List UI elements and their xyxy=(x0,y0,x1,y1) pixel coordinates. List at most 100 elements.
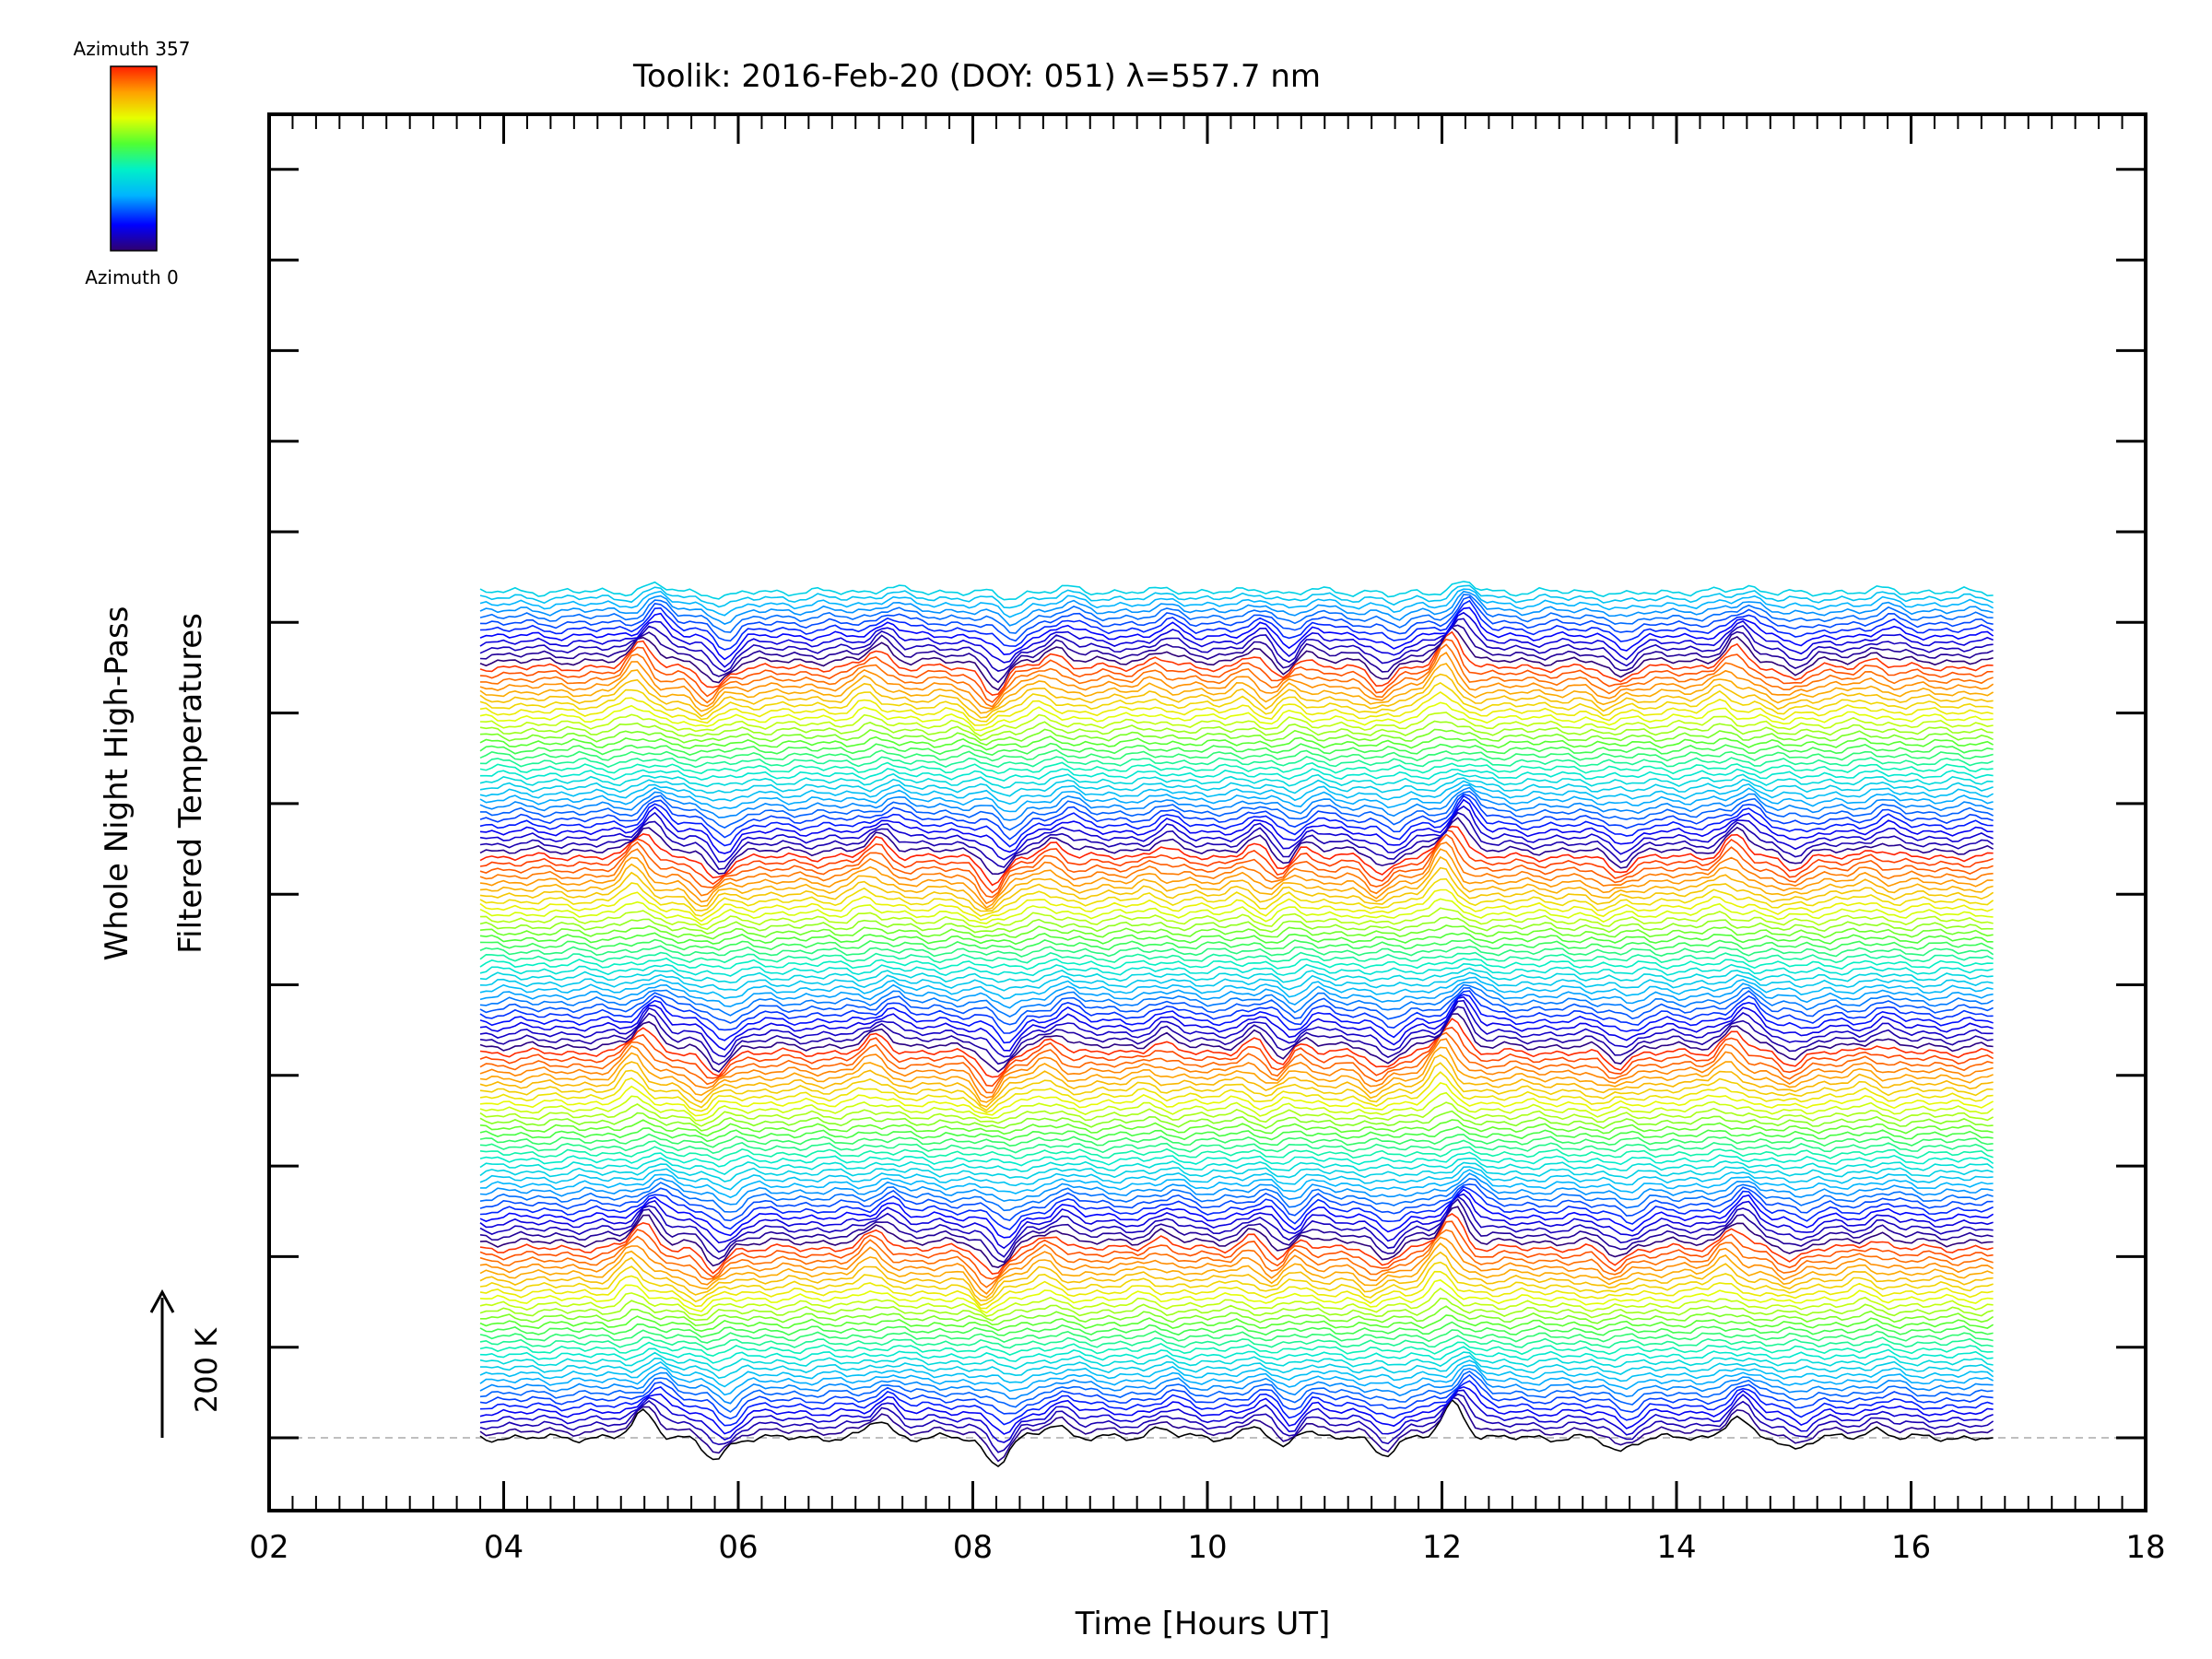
series-line xyxy=(479,1091,1994,1122)
series-line xyxy=(479,1197,1994,1264)
series-line xyxy=(479,594,1994,634)
colorbar-gradient xyxy=(110,65,158,252)
series-line xyxy=(479,1185,1994,1231)
series-line xyxy=(479,1146,1994,1161)
series-line xyxy=(479,630,1994,697)
x-axis-label: Time [Hours UT] xyxy=(1075,1606,1331,1642)
series-line xyxy=(479,1038,1994,1099)
series-line xyxy=(479,1031,1994,1094)
series-line xyxy=(479,1157,1994,1176)
series-line xyxy=(479,595,1994,642)
series-line xyxy=(479,584,1994,609)
series-line xyxy=(479,1321,1994,1338)
series-line xyxy=(479,1373,1994,1420)
series-line xyxy=(479,1278,1994,1314)
series-line xyxy=(479,611,1994,668)
series-line xyxy=(479,1062,1994,1112)
series-line xyxy=(479,825,1994,887)
series-line xyxy=(479,995,1994,1052)
series-line xyxy=(479,663,1994,714)
series-line xyxy=(479,1385,1994,1435)
series-line xyxy=(479,841,1994,905)
x-tick-label: 14 xyxy=(1656,1529,1696,1566)
series-line xyxy=(479,756,1994,769)
series-line xyxy=(479,898,1994,926)
series-line xyxy=(479,1166,1994,1191)
series-line xyxy=(479,1335,1994,1351)
x-tick-label: 18 xyxy=(2125,1529,2165,1566)
series-line xyxy=(479,599,1994,651)
series-line xyxy=(479,1359,1994,1388)
series-line xyxy=(479,780,1994,806)
series-line xyxy=(479,829,1994,894)
series-line xyxy=(479,701,1994,732)
scale-bar-label: 200 K xyxy=(189,1327,224,1413)
series-line xyxy=(479,1161,1994,1182)
series-line xyxy=(480,790,1994,831)
series-line xyxy=(479,1368,1994,1405)
series-line xyxy=(479,798,1994,854)
series-line xyxy=(479,581,1994,601)
series-line xyxy=(479,1133,1994,1148)
y-axis-label-line-1: Whole Night High-Pass xyxy=(99,606,135,961)
series-line xyxy=(479,945,1994,958)
series-group xyxy=(479,581,1994,1467)
series-line xyxy=(479,783,1994,813)
series-line xyxy=(479,772,1994,789)
series-line xyxy=(479,728,1994,747)
colorbar-bottom-label: Azimuth 0 xyxy=(85,266,179,288)
series-line xyxy=(479,1380,1994,1427)
series-line xyxy=(479,958,1994,971)
series-line xyxy=(479,1026,1994,1088)
series-line xyxy=(479,1287,1994,1317)
series-line xyxy=(479,1139,1994,1155)
series-line xyxy=(479,888,1994,923)
chart-title: Toolik: 2016-Feb-20 (DOY: 051) λ=557.7 n… xyxy=(632,58,1321,95)
y-axis-label-line-2: Filtered Temperatures xyxy=(172,613,209,954)
series-line xyxy=(479,805,1994,863)
series-line xyxy=(479,626,1994,691)
series-line xyxy=(479,1270,1994,1310)
series-line xyxy=(479,1013,1994,1074)
colorbar-top-label: Azimuth 357 xyxy=(74,38,191,60)
series-line xyxy=(479,916,1994,935)
series-line xyxy=(479,976,1994,1000)
series-line xyxy=(480,643,1994,708)
scale-bar: 200 K xyxy=(149,1288,224,1438)
series-line xyxy=(479,590,1994,627)
series-line xyxy=(480,1169,1994,1199)
series-line xyxy=(479,1125,1994,1143)
series-line xyxy=(479,1213,1994,1276)
series-line xyxy=(479,1018,1994,1078)
series-line xyxy=(479,618,1994,673)
x-tick-label: 08 xyxy=(953,1529,993,1566)
series-line xyxy=(479,691,1994,726)
series-line xyxy=(479,999,1994,1058)
series-line xyxy=(480,1355,1994,1380)
scale-arrow-head xyxy=(149,1288,175,1313)
series-line xyxy=(479,1346,1994,1364)
series-line xyxy=(479,761,1994,775)
series-line xyxy=(479,855,1994,911)
series-line xyxy=(479,1242,1994,1299)
series-line xyxy=(479,1229,1994,1288)
series-line xyxy=(479,777,1994,797)
series-line xyxy=(479,1119,1994,1137)
series-line xyxy=(479,1046,1994,1103)
series-line xyxy=(479,924,1994,940)
x-tick-label: 06 xyxy=(718,1529,758,1566)
x-tick-label: 10 xyxy=(1187,1529,1227,1566)
series-line xyxy=(479,1081,1994,1117)
series-line xyxy=(479,817,1994,876)
series-line xyxy=(479,1206,1994,1268)
series-line xyxy=(479,1151,1994,1168)
x-tick-label: 04 xyxy=(484,1529,524,1566)
series-line xyxy=(479,1389,1994,1443)
series-line xyxy=(480,768,1994,782)
series-line xyxy=(479,638,1994,703)
series-line xyxy=(479,1195,1994,1258)
series-line xyxy=(479,990,1994,1034)
series-line xyxy=(479,1329,1994,1344)
x-tick-label: 12 xyxy=(1422,1529,1462,1566)
